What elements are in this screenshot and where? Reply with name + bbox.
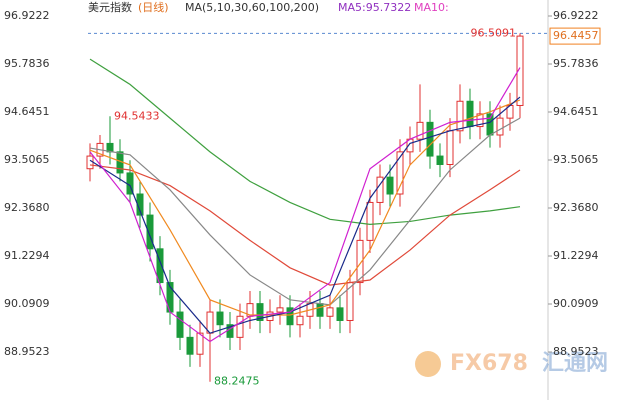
y-tick-label-right: 91.2294 bbox=[553, 249, 599, 262]
candle-body bbox=[436, 155, 444, 166]
candle-body bbox=[346, 282, 354, 321]
y-tick-label-left: 88.9523 bbox=[4, 345, 50, 358]
candle-body bbox=[446, 130, 454, 166]
watermark-logo bbox=[415, 351, 441, 377]
watermark-text: 汇通网 bbox=[542, 351, 608, 376]
y-tick-label-right: 94.6451 bbox=[553, 105, 599, 118]
candle-body bbox=[396, 151, 404, 195]
watermark: FX678 汇通网 bbox=[415, 351, 608, 377]
low-annotation: 88.2475 bbox=[214, 375, 260, 388]
y-tick-label-left: 93.5065 bbox=[4, 153, 50, 166]
y-tick-label-right: 88.9523 bbox=[553, 345, 599, 358]
ma-line bbox=[89, 99, 521, 316]
candle-body bbox=[296, 315, 304, 326]
y-tick-label-left: 90.0909 bbox=[4, 297, 50, 310]
candle-body bbox=[216, 311, 224, 326]
candle-body bbox=[146, 214, 154, 250]
period-label: (日线) bbox=[138, 0, 169, 14]
candle-body bbox=[156, 248, 164, 284]
y-tick-label-right: 95.7836 bbox=[553, 57, 599, 70]
candle-body bbox=[376, 176, 384, 203]
candle-body bbox=[466, 100, 474, 128]
price-box bbox=[549, 27, 601, 45]
candle-body bbox=[196, 332, 204, 355]
ma10-label: MA10: bbox=[414, 1, 449, 14]
ma-line bbox=[89, 96, 521, 334]
candle-body bbox=[176, 311, 184, 338]
high-annotation: 94.5433 bbox=[114, 109, 160, 122]
ma5-label: MA5:95.7322 bbox=[338, 1, 411, 14]
candle-body bbox=[326, 307, 334, 317]
candle-body bbox=[256, 303, 264, 321]
candle-body bbox=[386, 176, 394, 195]
y-tick-label-left: 91.2294 bbox=[4, 249, 50, 262]
candle-body bbox=[286, 307, 294, 326]
candle-body bbox=[236, 315, 244, 338]
candle-body bbox=[336, 307, 344, 321]
candle-body bbox=[496, 117, 504, 136]
candle-body bbox=[426, 121, 434, 157]
ma-line bbox=[89, 58, 521, 225]
y-tick-label-left: 94.6451 bbox=[4, 105, 50, 118]
y-tick-label-right: 96.9222 bbox=[553, 9, 599, 22]
candle-body bbox=[366, 201, 374, 241]
candle-body bbox=[356, 239, 364, 284]
y-tick-label-left: 96.9222 bbox=[4, 9, 50, 22]
ma-line bbox=[89, 117, 521, 306]
candle-body bbox=[516, 35, 524, 106]
ma-setting: MA(5,10,30,60,100,200) bbox=[185, 1, 319, 14]
y-tick-label-right: 93.5065 bbox=[553, 153, 599, 166]
y-tick-label-left: 92.3680 bbox=[4, 201, 50, 214]
ma-line bbox=[89, 67, 521, 343]
high-annotation: 96.5091 bbox=[471, 26, 517, 39]
candle-body bbox=[416, 121, 424, 140]
instrument-name: 美元指数 bbox=[88, 0, 132, 14]
candle-body bbox=[456, 100, 464, 132]
ma-line bbox=[89, 164, 521, 286]
candle-body bbox=[186, 336, 194, 355]
watermark-text: FX678 bbox=[450, 351, 528, 376]
candle-body bbox=[276, 307, 284, 313]
current-price: 96.4457 bbox=[553, 29, 599, 42]
y-tick-label-left: 95.7836 bbox=[4, 57, 50, 70]
candle-body bbox=[316, 303, 324, 317]
y-tick-label-right: 92.3680 bbox=[553, 201, 599, 214]
candle-body bbox=[476, 113, 484, 128]
y-tick-label-right: 90.0909 bbox=[553, 297, 599, 310]
candle-body bbox=[86, 155, 94, 170]
